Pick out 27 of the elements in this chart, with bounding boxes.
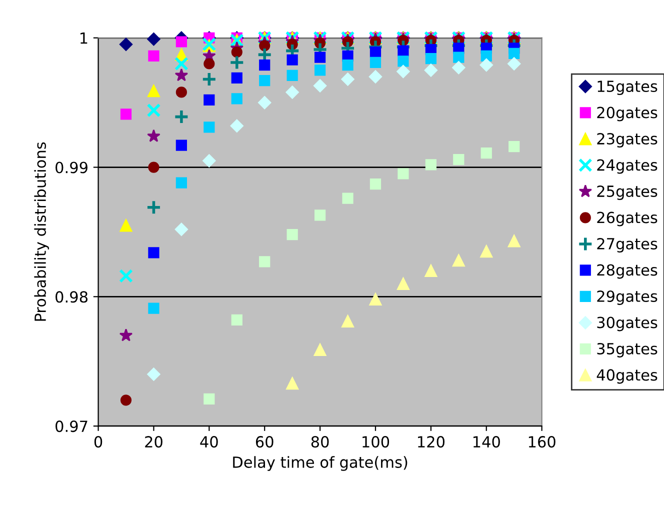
legend-label: 35gates [597, 342, 658, 358]
x-tick-label: 160 [528, 436, 556, 448]
legend-label: 25gates [597, 185, 658, 200]
legend-label: 28gates [597, 264, 658, 279]
x-tick-label: 80 [311, 436, 329, 448]
y-tick-label: 1 [80, 32, 88, 44]
y-axis-title: Probability distributions [34, 142, 49, 321]
legend-label: 20gates [597, 106, 658, 122]
y-tick-label: 0.99 [56, 162, 88, 174]
x-tick-label: 100 [362, 436, 390, 448]
x-tick-label: 60 [256, 436, 274, 448]
legend-label: 26gates [597, 212, 658, 226]
legend-label: 24gates [597, 159, 658, 174]
legend-label: 29gates [597, 290, 658, 305]
legend-label: 40gates [596, 369, 658, 384]
x-tick-label: 140 [473, 436, 500, 448]
x-tick-label: 120 [418, 436, 444, 448]
x-tick-label: 0 [94, 436, 102, 448]
y-tick-label: 0.97 [56, 420, 88, 432]
legend-label: 23gates [597, 132, 658, 148]
legend-label: 27gates [597, 238, 658, 252]
x-axis-title: Delay time of gate(ms) [233, 456, 408, 471]
legend-label: 30gates [597, 316, 658, 332]
y-tick-label: 0.98 [56, 291, 88, 303]
x-tick-label: 40 [200, 436, 218, 448]
legend-label: 15gates [598, 80, 658, 96]
x-tick-label: 20 [145, 436, 162, 448]
